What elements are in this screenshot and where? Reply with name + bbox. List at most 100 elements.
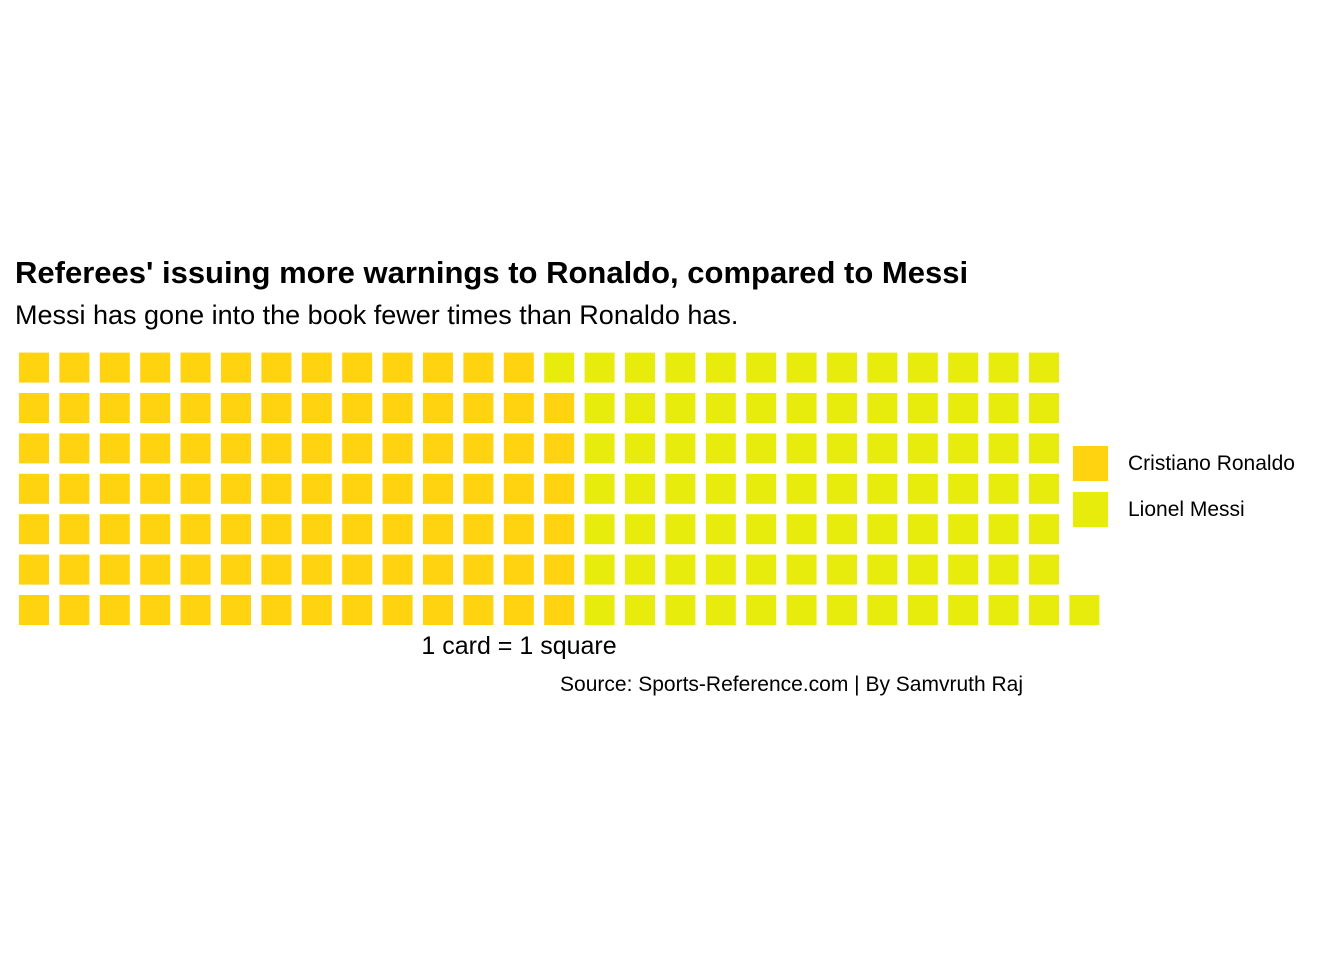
waffle-square-cristiano-ronaldo — [503, 554, 534, 585]
waffle-square-lionel-messi — [1029, 352, 1059, 383]
waffle-square-lionel-messi — [665, 352, 696, 383]
waffle-square-lionel-messi — [1029, 473, 1059, 504]
waffle-square-lionel-messi — [625, 473, 655, 504]
waffle-square-cristiano-ronaldo — [463, 595, 494, 625]
waffle-square-cristiano-ronaldo — [99, 393, 130, 423]
waffle-square-lionel-messi — [988, 514, 1019, 545]
waffle-square-lionel-messi — [827, 352, 857, 383]
waffle-square-lionel-messi — [988, 393, 1019, 423]
waffle-square-cristiano-ronaldo — [19, 595, 49, 625]
waffle-square-lionel-messi — [786, 433, 817, 464]
waffle-square-lionel-messi — [584, 514, 615, 545]
waffle-square-cristiano-ronaldo — [140, 433, 171, 464]
waffle-square-cristiano-ronaldo — [544, 514, 575, 545]
waffle-square-lionel-messi — [625, 514, 655, 545]
waffle-square-cristiano-ronaldo — [19, 514, 49, 545]
waffle-square-cristiano-ronaldo — [99, 595, 130, 625]
waffle-square-cristiano-ronaldo — [544, 433, 575, 464]
waffle-square-cristiano-ronaldo — [19, 393, 49, 423]
waffle-square-cristiano-ronaldo — [180, 514, 211, 545]
waffle-square-lionel-messi — [705, 433, 736, 464]
waffle-square-cristiano-ronaldo — [301, 352, 332, 383]
waffle-square-cristiano-ronaldo — [180, 393, 211, 423]
legend-item-messi: Lionel Messi — [1073, 492, 1295, 527]
waffle-square-lionel-messi — [948, 393, 979, 423]
waffle-square-lionel-messi — [867, 554, 898, 585]
waffle-square-cristiano-ronaldo — [342, 514, 373, 545]
waffle-square-lionel-messi — [584, 595, 615, 625]
waffle-square-lionel-messi — [948, 514, 979, 545]
waffle-square-cristiano-ronaldo — [261, 473, 292, 504]
waffle-square-lionel-messi — [584, 433, 615, 464]
waffle-square-cristiano-ronaldo — [544, 595, 575, 625]
waffle-square-lionel-messi — [988, 554, 1019, 585]
waffle-square-cristiano-ronaldo — [301, 473, 332, 504]
waffle-square-lionel-messi — [665, 514, 696, 545]
waffle-square-cristiano-ronaldo — [544, 473, 575, 504]
waffle-square-lionel-messi — [544, 352, 575, 383]
waffle-square-cristiano-ronaldo — [261, 352, 292, 383]
waffle-square-cristiano-ronaldo — [140, 595, 171, 625]
waffle-square-lionel-messi — [705, 393, 736, 423]
waffle-square-cristiano-ronaldo — [342, 473, 373, 504]
waffle-square-cristiano-ronaldo — [503, 393, 534, 423]
legend: Cristiano Ronaldo Lionel Messi — [1073, 446, 1295, 538]
legend-item-ronaldo: Cristiano Ronaldo — [1073, 446, 1295, 481]
waffle-square-cristiano-ronaldo — [503, 352, 534, 383]
waffle-square-lionel-messi — [867, 433, 898, 464]
waffle-square-lionel-messi — [907, 514, 938, 545]
waffle-square-lionel-messi — [1029, 514, 1059, 545]
waffle-square-cristiano-ronaldo — [382, 554, 413, 585]
waffle-square-cristiano-ronaldo — [423, 473, 453, 504]
waffle-square-cristiano-ronaldo — [503, 473, 534, 504]
waffle-square-cristiano-ronaldo — [221, 514, 251, 545]
waffle-square-cristiano-ronaldo — [382, 393, 413, 423]
waffle-square-cristiano-ronaldo — [59, 433, 90, 464]
waffle-square-cristiano-ronaldo — [19, 352, 49, 383]
waffle-square-cristiano-ronaldo — [463, 514, 494, 545]
waffle-square-cristiano-ronaldo — [382, 514, 413, 545]
waffle-square-cristiano-ronaldo — [140, 352, 171, 383]
waffle-square-cristiano-ronaldo — [463, 554, 494, 585]
waffle-square-lionel-messi — [907, 595, 938, 625]
waffle-square-lionel-messi — [1029, 595, 1059, 625]
waffle-square-cristiano-ronaldo — [382, 473, 413, 504]
x-axis-label: 1 card = 1 square — [421, 632, 617, 660]
waffle-square-cristiano-ronaldo — [342, 554, 373, 585]
waffle-square-lionel-messi — [625, 554, 655, 585]
waffle-square-lionel-messi — [746, 433, 777, 464]
waffle-square-cristiano-ronaldo — [423, 595, 453, 625]
waffle-square-lionel-messi — [584, 352, 615, 383]
waffle-square-lionel-messi — [786, 595, 817, 625]
waffle-square-cristiano-ronaldo — [180, 595, 211, 625]
waffle-square-cristiano-ronaldo — [140, 473, 171, 504]
waffle-square-lionel-messi — [867, 352, 898, 383]
waffle-square-lionel-messi — [867, 514, 898, 545]
waffle-square-cristiano-ronaldo — [301, 554, 332, 585]
waffle-square-lionel-messi — [705, 554, 736, 585]
waffle-square-cristiano-ronaldo — [59, 352, 90, 383]
waffle-square-cristiano-ronaldo — [140, 554, 171, 585]
waffle-square-cristiano-ronaldo — [180, 554, 211, 585]
waffle-square-cristiano-ronaldo — [503, 514, 534, 545]
chart-caption: Source: Sports-Reference.com | By Samvru… — [560, 673, 1023, 696]
waffle-square-cristiano-ronaldo — [382, 595, 413, 625]
waffle-square-cristiano-ronaldo — [423, 393, 453, 423]
waffle-square-lionel-messi — [827, 514, 857, 545]
waffle-square-cristiano-ronaldo — [463, 433, 494, 464]
legend-key-ronaldo — [1073, 446, 1108, 481]
waffle-square-cristiano-ronaldo — [19, 473, 49, 504]
waffle-square-cristiano-ronaldo — [382, 352, 413, 383]
waffle-square-lionel-messi — [988, 595, 1019, 625]
waffle-square-lionel-messi — [746, 554, 777, 585]
waffle-square-lionel-messi — [907, 352, 938, 383]
waffle-square-cristiano-ronaldo — [59, 554, 90, 585]
waffle-square-cristiano-ronaldo — [99, 554, 130, 585]
waffle-square-cristiano-ronaldo — [99, 473, 130, 504]
waffle-square-lionel-messi — [746, 352, 777, 383]
waffle-square-lionel-messi — [827, 473, 857, 504]
waffle-square-lionel-messi — [988, 352, 1019, 383]
waffle-square-cristiano-ronaldo — [301, 393, 332, 423]
waffle-square-lionel-messi — [665, 433, 696, 464]
